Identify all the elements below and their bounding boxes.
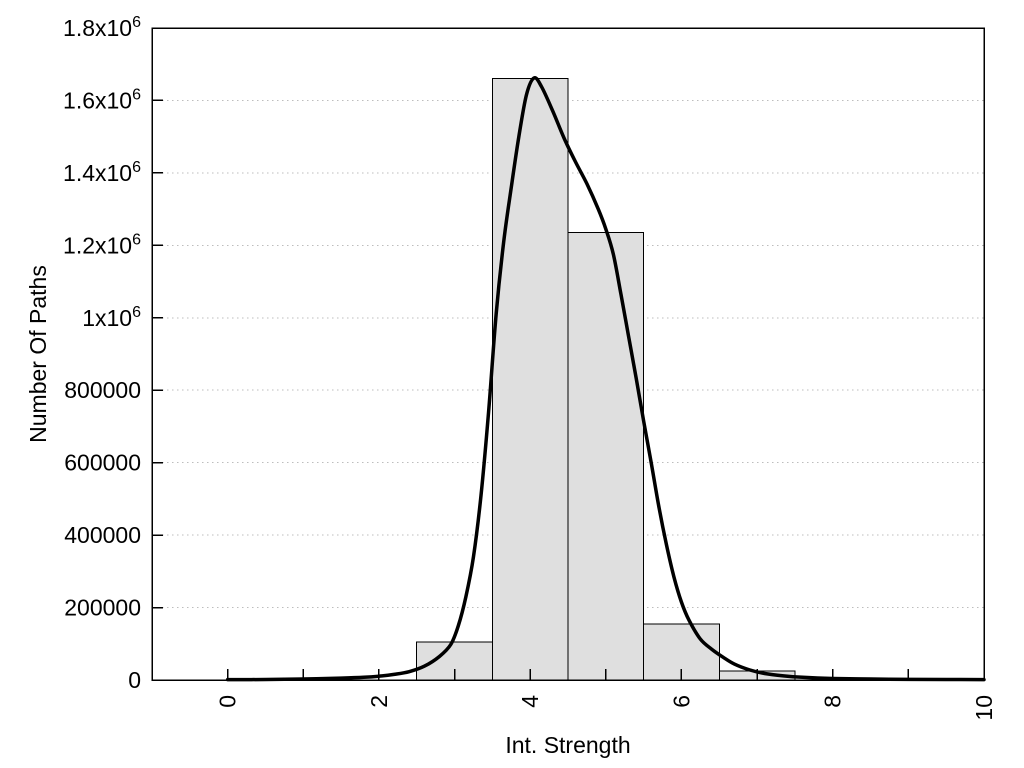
x-axis-title: Int. Strength xyxy=(505,732,630,758)
y-tick-exponent: 6 xyxy=(132,14,141,31)
y-tick-mantissa: 1.2x10 xyxy=(63,232,132,258)
y-tick-mantissa: 1.6x10 xyxy=(63,87,132,113)
y-tick-label: 800000 xyxy=(64,377,141,403)
y-tick-mantissa: 1x10 xyxy=(82,305,132,331)
y-tick-exponent: 6 xyxy=(132,304,141,321)
y-tick-label: 1x106 xyxy=(82,304,141,331)
x-tick-label: 0 xyxy=(215,695,241,708)
y-tick-label: 1.4x106 xyxy=(63,159,141,186)
y-tick-mantissa: 1.8x10 xyxy=(63,15,132,41)
plot-border xyxy=(151,27,985,681)
x-tick-label: 4 xyxy=(517,695,543,708)
x-tick-label: 6 xyxy=(668,695,694,708)
y-tick-label: 1.6x106 xyxy=(63,86,141,113)
y-tick-label: 1.2x106 xyxy=(63,231,141,258)
y-tick-mantissa: 200000 xyxy=(64,595,141,621)
y-tick-mantissa: 400000 xyxy=(64,522,141,548)
y-axis-title: Number Of Paths xyxy=(25,265,51,443)
y-tick-label: 600000 xyxy=(64,450,141,476)
y-tick-mantissa: 0 xyxy=(128,667,141,693)
y-tick-exponent: 6 xyxy=(132,231,141,248)
y-axis-ticks: 02000004000006000008000001x1061.2x1061.4… xyxy=(63,14,163,693)
y-tick-label: 0 xyxy=(128,667,141,693)
y-tick-label: 200000 xyxy=(64,595,141,621)
y-tick-label: 400000 xyxy=(64,522,141,548)
histogram-bars xyxy=(416,78,796,681)
x-tick-label: 8 xyxy=(820,695,846,708)
y-tick-mantissa: 1.4x10 xyxy=(63,160,132,186)
fit-curve xyxy=(225,76,986,682)
y-tick-mantissa: 600000 xyxy=(64,450,141,476)
x-axis-ticks: 0 2 4 6 8 10 xyxy=(215,669,997,721)
histogram-bar xyxy=(491,78,569,681)
x-tick-label: 10 xyxy=(971,695,997,721)
y-tick-mantissa: 800000 xyxy=(64,377,141,403)
y-tick-label: 1.8x106 xyxy=(63,14,141,41)
y-tick-exponent: 6 xyxy=(132,159,141,176)
histogram-bar xyxy=(567,232,645,681)
y-tick-exponent: 6 xyxy=(132,86,141,103)
x-tick-label: 2 xyxy=(366,695,392,708)
